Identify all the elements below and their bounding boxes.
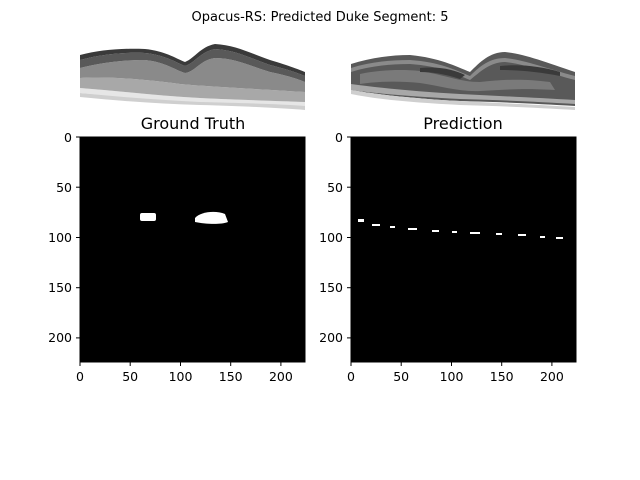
- ytick-label: 200: [48, 330, 72, 345]
- xtick-label: 100: [169, 369, 193, 384]
- xtick-label: 150: [490, 369, 514, 384]
- segmentation-image-prediction: [351, 137, 576, 362]
- ytick-label: 150: [48, 280, 72, 295]
- panel-ground-truth: Ground Truth 0 50 100 150 200 0 50: [48, 44, 306, 384]
- xtick-label: 50: [393, 369, 409, 384]
- figure-suptitle: Opacus-RS: Predicted Duke Segment: 5: [192, 10, 449, 25]
- ytick-label: 0: [64, 130, 72, 145]
- ytick-label: 150: [319, 280, 343, 295]
- xtick-label: 150: [219, 369, 243, 384]
- ytick-label: 50: [56, 180, 72, 195]
- ytick-label: 100: [48, 230, 72, 245]
- panel-title-ground-truth: Ground Truth: [141, 114, 246, 133]
- ytick-label: 100: [319, 230, 343, 245]
- ytick-label: 0: [335, 130, 343, 145]
- ytick-label: 200: [319, 330, 343, 345]
- xtick-label: 200: [540, 369, 564, 384]
- ytick-label: 50: [327, 180, 343, 195]
- segmentation-image-ground-truth: [80, 137, 305, 362]
- xtick-label: 100: [440, 369, 464, 384]
- panel-title-prediction: Prediction: [423, 114, 502, 133]
- xtick-label: 200: [269, 369, 293, 384]
- xtick-label: 50: [122, 369, 138, 384]
- xtick-label: 0: [347, 369, 355, 384]
- retina-layers-prediction: [351, 52, 575, 239]
- xtick-label: 0: [76, 369, 84, 384]
- panel-prediction: Prediction: [319, 52, 577, 384]
- retina-layers-ground-truth: [80, 44, 305, 224]
